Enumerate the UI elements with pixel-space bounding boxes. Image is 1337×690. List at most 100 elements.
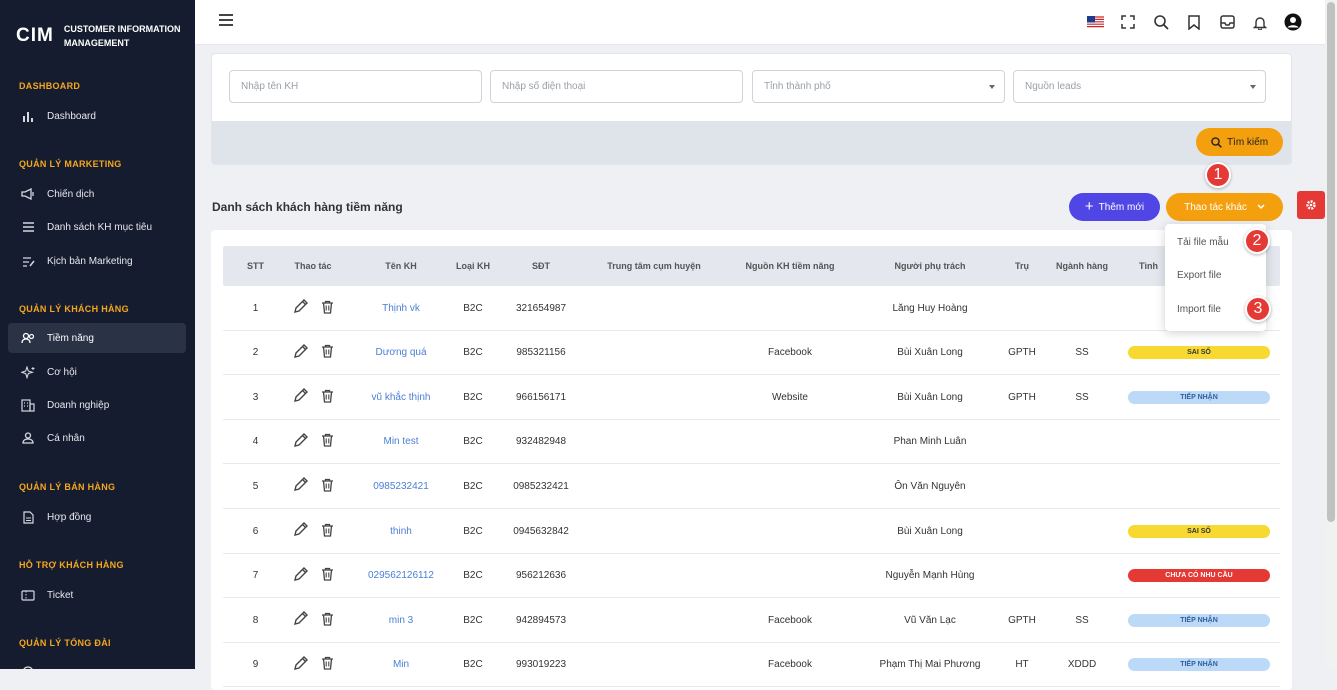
customer-name-link[interactable]: Thịnh vk [382,302,420,314]
sparkle-icon [20,365,36,379]
customer-name-link[interactable]: 029562126112 [368,570,434,582]
megaphone-icon [20,187,36,201]
chevron-down-icon [1250,85,1256,89]
add-new-button[interactable]: + Thêm mới [1069,193,1160,221]
settings-button[interactable] [1297,191,1325,219]
cell-nganh [1047,420,1117,464]
delete-icon[interactable] [321,389,334,406]
gear-icon [1306,200,1316,210]
edit-icon[interactable] [293,522,308,540]
fullscreen-icon[interactable] [1118,12,1138,32]
delete-icon[interactable] [321,523,334,540]
plus-icon: + [1084,198,1094,215]
cell-owner: Vũ Văn Lạc [904,614,956,626]
delete-icon[interactable] [321,433,334,450]
search-button[interactable]: Tìm kiếm [1196,128,1283,156]
customer-name-link[interactable]: Min test [383,436,419,448]
sidebar-item-switchboard[interactable] [8,657,186,669]
sidebar: CIM CUSTOMER INFORMATION MANAGEMENT DASH… [0,0,195,669]
customer-name-link[interactable]: min 3 [388,614,414,626]
download-template-menu-item[interactable]: Tải file mẫu [1177,237,1229,248]
nav-section-sales: QUẢN LÝ BÁN HÀNG [19,482,116,492]
table-row: 6 thinh B2C 0945632842 Bùi Xuân Long SAI SỐ [223,509,1280,554]
table-row: 2 Dương quá B2C 985321156 Facebook Bùi Xuân L… [223,331,1280,376]
customer-name-link[interactable]: thinh [390,525,412,537]
delete-icon[interactable] [321,300,334,317]
delete-icon[interactable] [321,612,334,629]
sidebar-item-campaign[interactable]: Chiến dịch [8,179,186,209]
phone-icon [20,665,36,669]
phone-input[interactable]: Nhập số điện thoại [490,70,743,103]
search-icon [1211,136,1222,148]
edit-icon[interactable] [293,477,308,495]
sidebar-item-ticket[interactable]: Ticket [8,580,186,610]
account-icon[interactable] [1283,12,1303,32]
sidebar-item-label: Cá nhân [47,432,85,444]
edit-icon[interactable] [293,611,308,629]
edit-icon[interactable] [293,388,308,406]
more-actions-label: Thao tác khác [1184,201,1247,213]
table-row: 7 029562126112 B2C 956212636 Nguyễn Mạnh Hùn… [223,554,1280,599]
more-actions-button[interactable]: Thao tác khác [1166,193,1283,221]
edit-icon[interactable] [293,566,308,585]
status-cell: TIẾP NHẬN [1123,375,1275,419]
row-actions [285,554,341,598]
delete-icon[interactable] [321,344,334,361]
sidebar-item-opportunity[interactable]: Cơ hội [8,357,186,387]
cell-type: B2C [463,570,483,582]
status-badge: TIẾP NHẬN [1128,613,1270,627]
delete-icon[interactable] [321,567,334,584]
status-badge: TIẾP NHẬN [1128,390,1270,404]
cell-tru [1007,509,1037,553]
edit-icon[interactable] [293,655,308,674]
cell-source: Facebook [768,347,812,359]
city-select[interactable]: Tỉnh thành phố [752,70,1005,103]
sidebar-item-enterprise[interactable]: Doanh nghiệp [8,390,186,420]
inbox-icon[interactable] [1217,12,1237,32]
sidebar-item-label: Danh sách KH mục tiêu [47,221,153,233]
export-file-menu-item[interactable]: Export file [1177,270,1222,281]
status-cell: TIẾP NHẬN [1123,643,1275,687]
sidebar-item-dashboard[interactable]: Dashboard [8,101,186,131]
nav-section-dashboard: DASHBOARD [19,81,81,91]
sidebar-item-contract[interactable]: Hợp đồng [8,502,186,532]
customer-name-link[interactable]: vũ khắc thịnh [371,391,431,403]
customer-name-link[interactable]: Dương quá [375,347,427,359]
us-flag-icon[interactable] [1085,12,1105,32]
cell-nganh: XDDD [1067,659,1097,671]
cell-type: B2C [463,436,483,448]
import-file-menu-item[interactable]: Import file [1177,304,1221,315]
customer-name-link[interactable]: 0985232421 [373,480,429,492]
edit-icon[interactable] [293,299,308,317]
sidebar-item-target-list[interactable]: Danh sách KH mục tiêu [8,212,186,242]
cell-owner: Nguyễn Mạnh Hùng [885,570,975,582]
sidebar-item-marketing-script[interactable]: Kịch bản Marketing [8,246,186,276]
topbar-actions [1085,12,1303,32]
bell-icon[interactable] [1250,12,1270,32]
search-icon[interactable] [1151,12,1171,32]
app-logo[interactable]: CIM CUSTOMER INFORMATION MANAGEMENT [16,22,181,50]
delete-icon[interactable] [321,656,334,673]
edit-icon[interactable] [293,432,308,451]
cell-source: Website [772,391,808,403]
cell-nganh: SS [1075,614,1089,626]
table-row: 1 Thịnh vk B2C 321654987 Lăng Huy Hoàng [223,286,1280,331]
customer-name-link[interactable]: Min [392,659,410,671]
cell-stt: 7 [252,570,259,582]
edit-icon[interactable] [293,343,308,362]
lead-source-select[interactable]: Nguồn leads [1013,70,1266,103]
nav-section-marketing: QUẢN LÝ MARKETING [19,159,122,169]
page-title: Danh sách khách hàng tiềm năng [212,200,403,214]
cell-tru: GPTH [1008,614,1036,626]
bookmark-icon[interactable] [1184,12,1204,32]
page-scrollbar[interactable] [1325,0,1337,669]
cell-source [727,420,853,464]
sidebar-item-leads[interactable]: Tiềm năng [8,323,186,353]
status-cell [1123,464,1275,508]
scrollbar-thumb[interactable] [1327,2,1335,522]
delete-icon[interactable] [321,478,334,495]
sidebar-item-individual[interactable]: Cá nhân [8,423,186,453]
cell-owner: Bùi Xuân Long [897,525,963,537]
menu-toggle-icon[interactable] [219,14,233,26]
customer-name-input[interactable]: Nhập tên KH [229,70,482,103]
